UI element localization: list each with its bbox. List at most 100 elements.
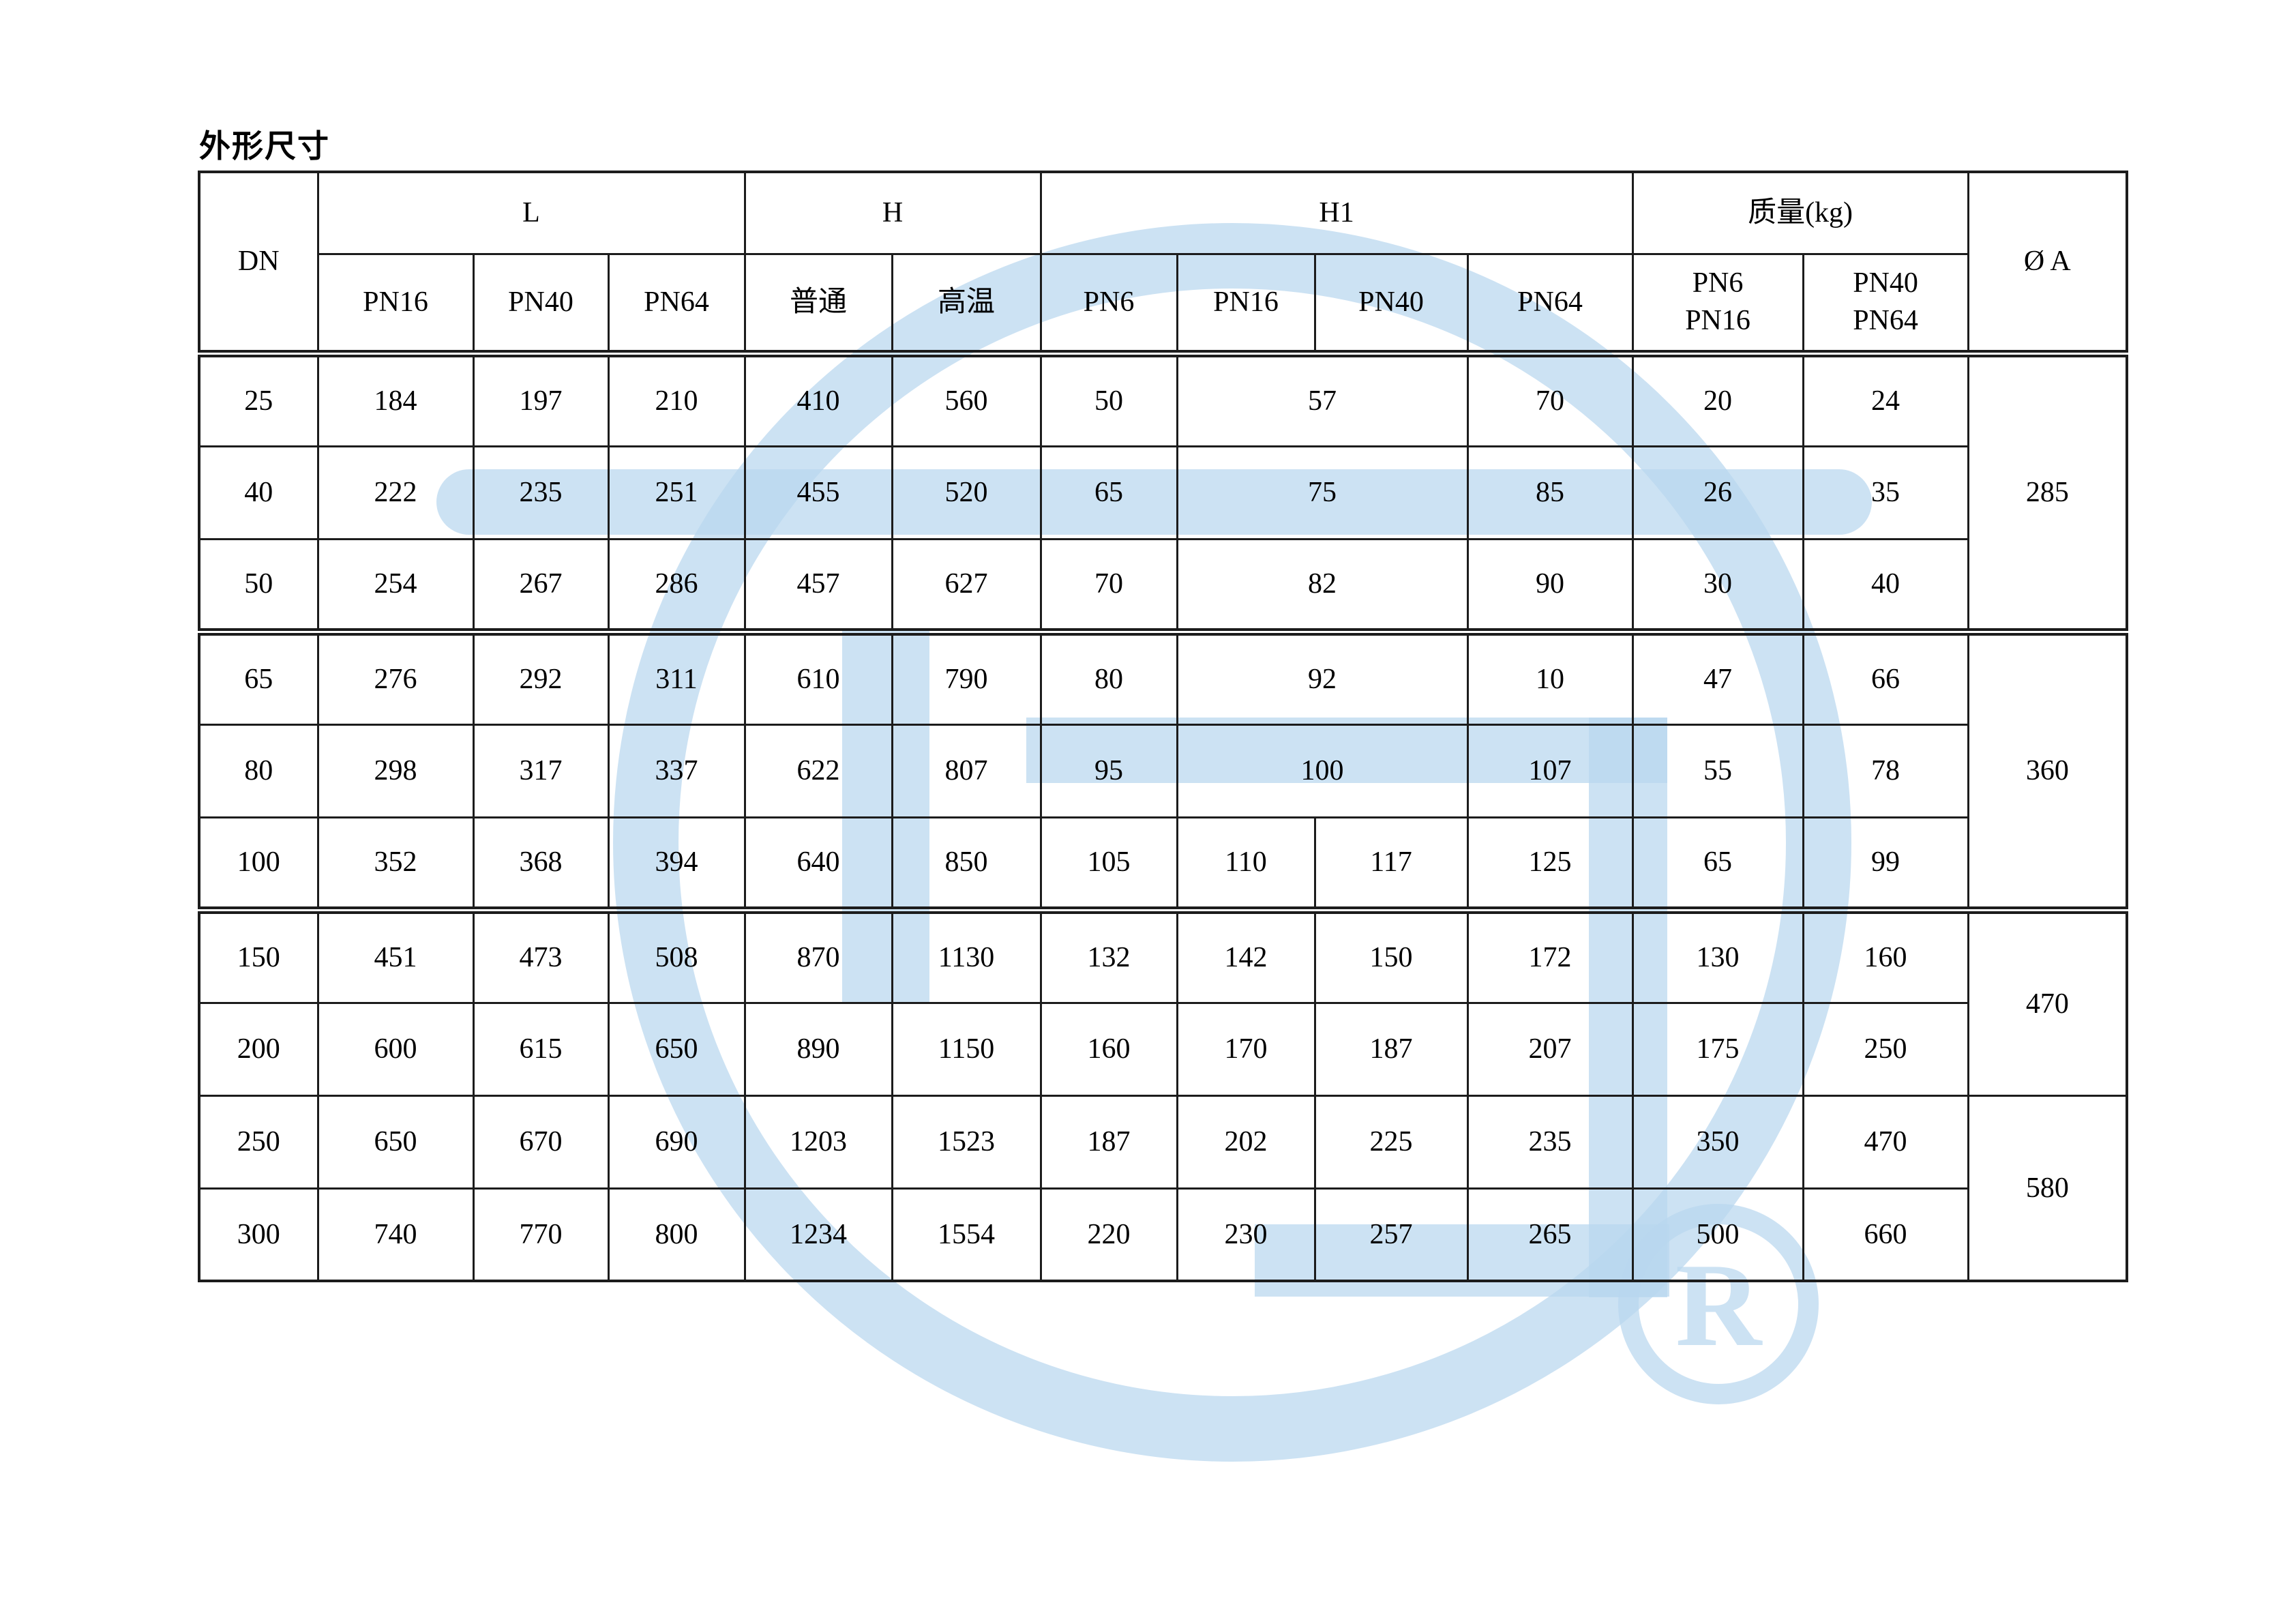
cell-h1-pn64: 107 [1466,723,1634,818]
cell-h-normal: 455 [743,445,893,540]
header-h1-pn6: PN6 [1039,252,1178,355]
table-row: 25 184 197 210 410 560 50 57 70 20 24 28… [198,349,2128,633]
cell-weight-heavy: 78 [1802,723,1969,818]
header-h1-pn40: PN40 [1313,252,1469,355]
cell-oa: 580 [1967,1094,2128,1282]
cell-h1-pn16: 110 [1176,816,1316,911]
table-row: 300 740 770 800 1234 1554 220 230 257 26… [198,1187,2127,1282]
cell-h1-pn16: 230 [1176,1187,1316,1282]
cell-h1-pn16-pn40: 75 [1176,445,1469,540]
cell-weight-light: 500 [1631,1187,1804,1282]
cell-h1-pn16-pn40: 100 [1176,723,1469,818]
cell-weight-light: 175 [1631,1001,1804,1097]
cell-weight-heavy: 660 [1802,1187,1969,1282]
cell-h1-pn16: 142 [1176,906,1316,1004]
cell-h-hightemp: 790 [891,628,1042,726]
cell-h1-pn16: 202 [1176,1094,1316,1190]
cell-h1-pn64: 235 [1466,1094,1634,1190]
cell-weight-heavy: 470 [1802,1094,1969,1190]
cell-h1-pn6: 220 [1039,1187,1178,1282]
cell-weight-heavy: 66 [1802,628,1969,726]
cell-h-normal: 1203 [743,1094,893,1190]
cell-l-pn16: 254 [316,537,475,633]
header-weight-pn40: PN40 [1853,267,1918,299]
cell-dn: 40 [198,445,319,540]
cell-h-normal: 1234 [743,1187,893,1282]
cell-h1-pn64: 90 [1466,537,1634,633]
header-weight-pn16: PN16 [1685,305,1750,336]
cell-h1-pn64: 265 [1466,1187,1634,1282]
cell-l-pn64: 690 [607,1094,746,1190]
cell-h-normal: 410 [743,349,893,447]
header-weight-pn40-pn64: PN40 PN64 [1802,252,1969,355]
cell-h1-pn40: 257 [1313,1187,1469,1282]
table-row: 80 298 317 337 622 807 95 100 107 55 78 [198,723,2127,818]
cell-h-hightemp: 560 [891,349,1042,447]
table-row: 250 650 670 690 1203 1523 187 202 225 23… [198,1094,2128,1282]
cell-h-normal: 870 [743,906,893,1004]
header-weight-pn6-pn16: PN6 PN16 [1631,252,1804,355]
table-row: 40 222 235 251 455 520 65 75 85 26 35 [198,445,2127,540]
cell-h1-pn16-pn40: 92 [1176,628,1469,726]
cell-dn: 50 [198,537,319,633]
header-group-h: H [743,171,1042,255]
cell-weight-heavy: 40 [1802,537,1969,633]
cell-h-hightemp: 520 [891,445,1042,540]
cell-l-pn64: 311 [607,628,746,726]
cell-h1-pn6: 132 [1039,906,1178,1004]
cell-h1-pn16-pn40: 57 [1176,349,1469,447]
cell-weight-heavy: 99 [1802,816,1969,911]
cell-l-pn40: 267 [472,537,610,633]
cell-weight-heavy: 250 [1802,1001,1969,1097]
cell-dn: 80 [198,723,319,818]
cell-h1-pn6: 187 [1039,1094,1178,1190]
page-title: 外形尺寸 [199,129,330,164]
header-l-pn64: PN64 [607,252,746,355]
cell-oa: 360 [1967,628,2128,911]
cell-h1-pn6: 70 [1039,537,1178,633]
cell-dn: 100 [198,816,319,911]
cell-weight-light: 55 [1631,723,1804,818]
cell-l-pn40: 670 [472,1094,610,1190]
cell-l-pn64: 394 [607,816,746,911]
cell-l-pn16: 650 [316,1094,475,1190]
cell-h-normal: 457 [743,537,893,633]
cell-l-pn40: 197 [472,349,610,447]
table-row: 50 254 267 286 457 627 70 82 90 30 40 [198,537,2127,633]
cell-l-pn40: 473 [472,906,610,1004]
cell-h1-pn6: 105 [1039,816,1178,911]
cell-h-hightemp: 1554 [891,1187,1042,1282]
cell-h-hightemp: 850 [891,816,1042,911]
cell-weight-heavy: 35 [1802,445,1969,540]
header-oa: Ø A [1967,171,2128,355]
cell-h1-pn6: 95 [1039,723,1178,818]
cell-h-hightemp: 1523 [891,1094,1042,1190]
header-weight-pn6: PN6 [1692,267,1744,299]
cell-weight-light: 47 [1631,628,1804,726]
cell-l-pn64: 650 [607,1001,746,1097]
cell-h1-pn6: 80 [1039,628,1178,726]
header-group-weight: 质量(kg) [1631,171,1969,255]
cell-h-hightemp: 627 [891,537,1042,633]
cell-weight-light: 30 [1631,537,1804,633]
cell-l-pn64: 251 [607,445,746,540]
cell-weight-light: 26 [1631,445,1804,540]
table-row: 200 600 615 650 890 1150 160 170 187 207… [198,1001,2127,1097]
cell-dn: 200 [198,1001,319,1097]
cell-dn: 300 [198,1187,319,1282]
header-l-pn16: PN16 [316,252,475,355]
cell-h-normal: 640 [743,816,893,911]
header-l-pn40: PN40 [472,252,610,355]
cell-l-pn16: 600 [316,1001,475,1097]
header-group-l: L [316,171,746,255]
cell-weight-heavy: 24 [1802,349,1969,447]
cell-l-pn40: 770 [472,1187,610,1282]
table-row: 150 451 473 508 870 1130 132 142 150 172… [198,906,2128,1097]
cell-h1-pn64: 125 [1466,816,1634,911]
cell-h1-pn40: 225 [1313,1094,1469,1190]
cell-h1-pn6: 160 [1039,1001,1178,1097]
cell-h1-pn64: 207 [1466,1001,1634,1097]
cell-h1-pn64: 172 [1466,906,1634,1004]
cell-dn: 65 [198,628,319,726]
